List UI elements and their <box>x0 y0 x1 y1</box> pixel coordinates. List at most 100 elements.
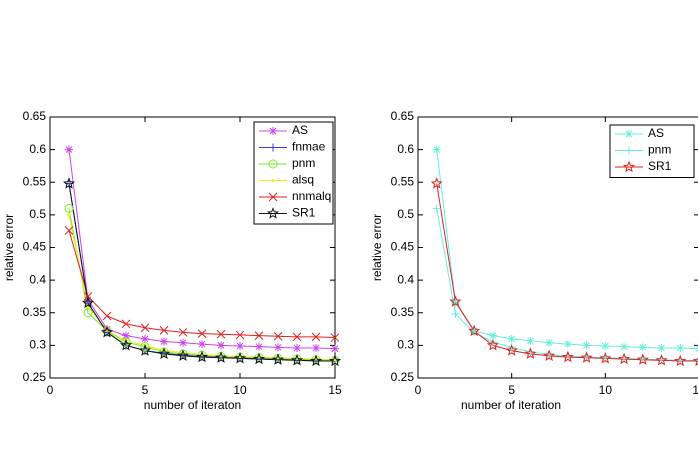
marker <box>178 327 188 337</box>
y-tick-label: 0.25 <box>23 370 47 384</box>
marker <box>195 350 209 363</box>
y-tick-label: 0.55 <box>23 174 47 188</box>
marker <box>430 177 443 189</box>
marker <box>255 342 263 351</box>
marker <box>561 350 574 363</box>
legend-label: alsq <box>292 173 314 187</box>
legend-label: pnm <box>648 143 671 157</box>
y-tick-label: 0.5 <box>29 207 46 221</box>
marker <box>309 354 323 367</box>
y-tick-label: 0.3 <box>397 338 414 352</box>
marker <box>271 179 275 182</box>
marker <box>252 352 266 365</box>
legend-label: pnm <box>292 156 315 170</box>
marker <box>638 343 647 352</box>
legend <box>253 121 334 225</box>
marker <box>488 331 497 340</box>
y-tick-label: 0.45 <box>23 240 47 254</box>
marker <box>526 336 535 345</box>
marker <box>545 338 554 347</box>
marker <box>328 354 342 367</box>
marker <box>620 342 629 351</box>
marker <box>121 337 131 347</box>
marker <box>122 331 130 340</box>
marker <box>676 343 685 352</box>
x-tick-label: 5 <box>508 383 515 397</box>
marker <box>197 329 207 338</box>
y-tick-label: 0.35 <box>391 305 415 319</box>
marker <box>214 351 228 363</box>
marker <box>580 351 593 363</box>
marker <box>65 145 73 154</box>
marker <box>331 344 339 353</box>
marker <box>451 310 460 319</box>
y-axis-label: relative error <box>370 214 384 281</box>
marker <box>102 311 112 321</box>
marker <box>236 342 244 351</box>
y-tick-label: 0.5 <box>397 207 414 221</box>
marker <box>83 292 93 301</box>
y-tick-label: 0.65 <box>391 109 415 123</box>
x-tick-label: 15 <box>328 383 342 397</box>
marker <box>563 340 572 349</box>
marker <box>311 332 321 342</box>
marker <box>486 339 499 351</box>
y-tick-label: 0.65 <box>23 109 47 123</box>
marker <box>695 359 698 361</box>
marker <box>293 343 301 352</box>
marker <box>273 331 283 341</box>
marker <box>176 349 190 361</box>
x-axis-label: number of iteraton <box>144 398 241 412</box>
marker <box>67 213 71 217</box>
marker <box>269 143 277 152</box>
marker <box>312 343 320 352</box>
marker <box>271 353 285 365</box>
marker <box>449 295 462 307</box>
marker <box>625 146 633 155</box>
marker <box>217 341 225 350</box>
marker <box>266 207 280 219</box>
marker <box>432 204 441 213</box>
marker <box>157 347 171 359</box>
marker <box>140 323 150 333</box>
marker <box>233 352 247 364</box>
legend-label: AS <box>292 123 308 137</box>
y-tick-label: 0.25 <box>391 370 415 384</box>
marker <box>62 177 76 189</box>
x-tick-label: 5 <box>142 383 149 397</box>
y-tick-label: 0.6 <box>29 142 46 156</box>
y-tick-label: 0.4 <box>397 272 414 286</box>
marker <box>505 344 518 356</box>
marker <box>216 329 226 339</box>
marker <box>618 352 631 365</box>
marker <box>198 340 206 349</box>
marker <box>159 326 169 335</box>
marker <box>330 333 340 342</box>
marker <box>121 319 131 329</box>
marker <box>268 192 278 202</box>
x-tick-label: 0 <box>47 383 54 397</box>
marker <box>254 331 264 340</box>
marker <box>64 226 74 235</box>
marker <box>599 352 612 364</box>
marker <box>692 357 698 367</box>
x-tick-label: 10 <box>599 383 613 397</box>
y-tick-label: 0.6 <box>397 142 414 156</box>
y-tick-label: 0.35 <box>23 305 47 319</box>
y-tick-label: 0.55 <box>391 174 415 188</box>
legend-label: nnmalq <box>292 189 331 203</box>
marker <box>269 127 277 135</box>
legend-label: SR1 <box>648 159 672 173</box>
marker <box>543 349 556 361</box>
marker <box>674 354 687 367</box>
marker <box>179 338 187 347</box>
marker <box>290 354 304 366</box>
marker <box>141 334 149 343</box>
marker <box>582 341 591 350</box>
x-tick-label: 0 <box>415 383 422 397</box>
marker <box>601 342 610 351</box>
marker <box>83 308 93 318</box>
x-tick-label: 10 <box>233 383 247 397</box>
marker <box>292 332 302 342</box>
